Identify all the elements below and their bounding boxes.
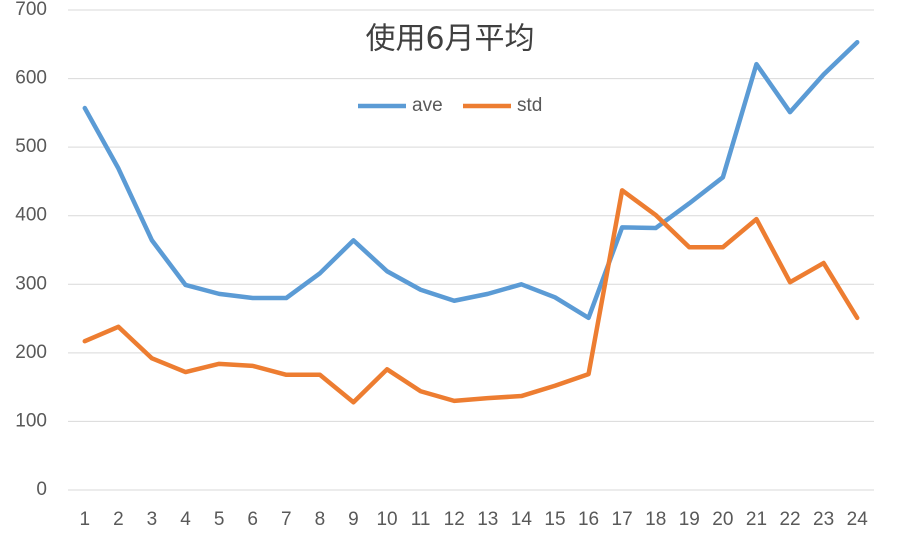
x-tick-label: 8 [315, 509, 326, 530]
y-tick-label: 100 [15, 410, 47, 431]
chart-title: 使用6月平均 [365, 22, 534, 57]
x-tick-label: 15 [544, 509, 565, 530]
x-tick-label: 1 [80, 509, 91, 530]
x-tick-label: 17 [612, 509, 633, 530]
y-tick-label: 400 [15, 205, 47, 226]
x-tick-label: 4 [180, 509, 191, 530]
x-tick-label: 6 [247, 509, 258, 530]
x-tick-label: 20 [712, 509, 733, 530]
x-tick-label: 23 [813, 509, 834, 530]
x-tick-label: 11 [411, 509, 431, 530]
x-tick-label: 3 [147, 509, 158, 530]
series-line [82, 39, 860, 321]
x-tick-label: 5 [214, 509, 225, 530]
x-tick-label: 13 [477, 509, 498, 530]
x-tick-label: 16 [578, 509, 599, 530]
legend-label: std [517, 95, 542, 116]
x-tick-label: 18 [645, 509, 666, 530]
x-tick-label: 21 [746, 509, 767, 530]
x-tick-label: 10 [376, 509, 397, 530]
x-tick-label: 24 [847, 509, 869, 530]
legend-label: ave [412, 95, 443, 116]
y-tick-label: 0 [36, 479, 47, 500]
y-tick-label: 300 [15, 273, 47, 294]
y-tick-label: 500 [15, 136, 47, 157]
y-tick-label: 200 [15, 342, 47, 363]
x-tick-label: 22 [779, 509, 800, 530]
x-tick-label: 7 [281, 509, 292, 530]
y-tick-label: 700 [15, 0, 47, 20]
x-tick-label: 14 [511, 509, 533, 530]
y-tick-label: 600 [15, 68, 47, 89]
x-tick-label: 9 [348, 509, 359, 530]
x-tick-label: 19 [679, 509, 700, 530]
x-tick-label: 12 [444, 509, 465, 530]
series-line [82, 188, 860, 405]
x-tick-label: 2 [113, 509, 124, 530]
